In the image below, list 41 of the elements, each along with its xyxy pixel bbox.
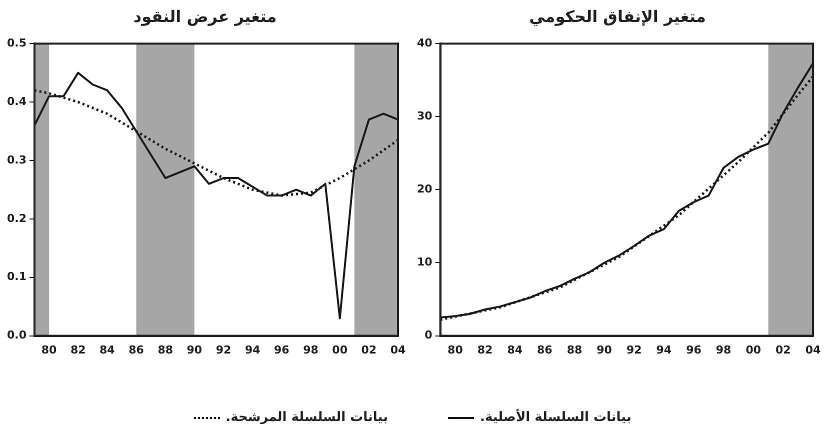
x-tick-label: 86 bbox=[537, 343, 553, 356]
x-tick-label: 82 bbox=[70, 343, 86, 356]
x-tick-label: 98 bbox=[716, 343, 732, 356]
x-tick-label: 88 bbox=[158, 343, 174, 356]
x-tick-label: 04 bbox=[390, 343, 406, 356]
y-tick-label: 0.2 bbox=[6, 212, 26, 225]
x-tick-label: 92 bbox=[216, 343, 232, 356]
x-tick-label: 02 bbox=[776, 343, 791, 356]
x-tick-label: 98 bbox=[303, 343, 318, 356]
x-tick-label: 80 bbox=[41, 343, 58, 356]
x-tick-label: 00 bbox=[332, 343, 348, 356]
x-tick-label: 90 bbox=[186, 343, 202, 356]
y-tick-label: 0 bbox=[424, 328, 433, 342]
x-tick-label: 94 bbox=[656, 343, 672, 356]
x-tick-label: 82 bbox=[477, 343, 493, 356]
y-tick-label: 0.3 bbox=[6, 153, 26, 166]
x-tick-label: 02 bbox=[361, 343, 377, 356]
x-tick-label: 84 bbox=[100, 343, 116, 356]
x-tick-label: 04 bbox=[805, 343, 821, 356]
x-tick-label: 88 bbox=[566, 343, 582, 356]
y-tick-label: 0.5 bbox=[6, 36, 26, 50]
x-tick-label: 96 bbox=[686, 343, 702, 356]
y-tick-label: 20 bbox=[416, 182, 433, 196]
chart-title: متغير الإنفاق الحكومي bbox=[528, 6, 707, 28]
legend-label: بيانات السلسلة المرشحة. bbox=[226, 410, 388, 425]
x-tick-label: 86 bbox=[128, 343, 144, 356]
y-tick-label: 0.4 bbox=[6, 94, 27, 108]
y-tick-label: 30 bbox=[416, 110, 433, 123]
y-tick-label: 10 bbox=[416, 256, 433, 269]
x-tick-label: 00 bbox=[746, 343, 762, 356]
x-tick-label: 96 bbox=[274, 343, 290, 356]
chart-title: متغير عرض النقود bbox=[132, 6, 278, 28]
legend-label: بيانات السلسلة الأصلية. bbox=[480, 410, 632, 425]
y-tick-label: 0.1 bbox=[6, 270, 26, 284]
x-tick-label: 92 bbox=[626, 343, 642, 356]
x-tick-label: 84 bbox=[507, 343, 523, 356]
x-tick-label: 80 bbox=[448, 343, 464, 356]
y-tick-label: 0.0 bbox=[6, 328, 27, 342]
x-tick-label: 94 bbox=[244, 343, 261, 356]
y-tick-label: 40 bbox=[416, 36, 433, 50]
x-tick-label: 90 bbox=[596, 343, 612, 356]
